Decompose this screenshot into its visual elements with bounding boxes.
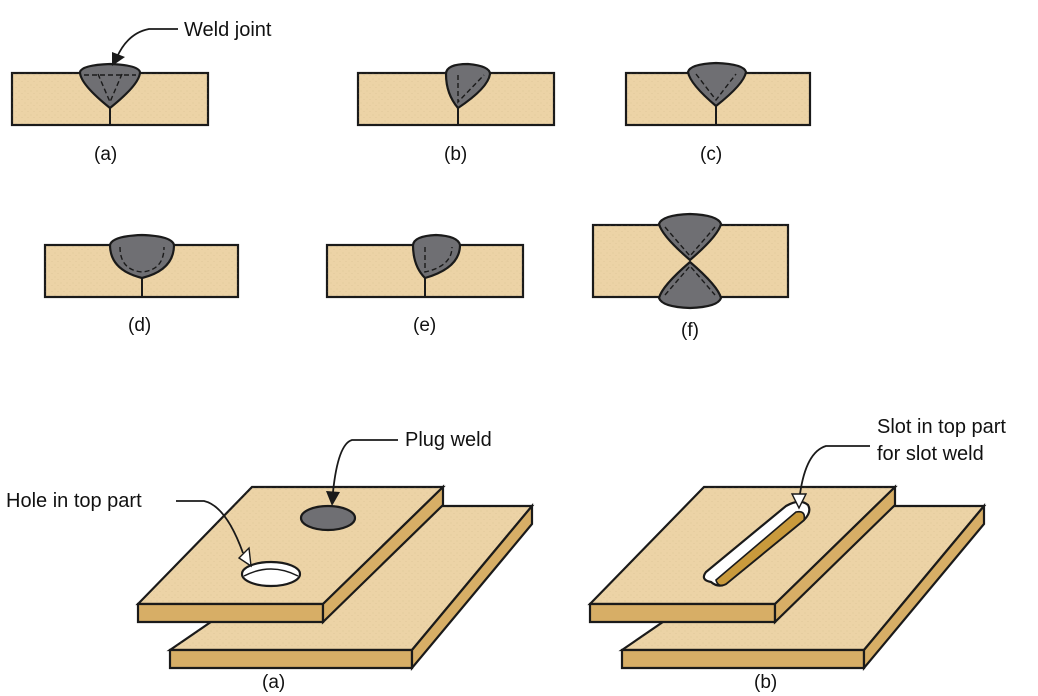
caption-bottom-b: (b) — [754, 672, 777, 693]
plug-weld-assembly — [135, 484, 535, 672]
arrowhead-icon — [237, 546, 252, 568]
slot-inner-wall — [715, 510, 806, 587]
arrowhead-icon — [326, 491, 340, 506]
callout-weld-joint: Weld joint — [184, 19, 272, 41]
callout-slot-line2: for slot weld — [877, 443, 984, 465]
bottom-plate-side — [410, 502, 534, 672]
callout-leader — [116, 28, 178, 58]
weld-bead — [108, 233, 176, 280]
weld-bead-bottom — [657, 260, 723, 310]
hole — [240, 560, 302, 588]
groove-weld-a — [10, 62, 210, 127]
groove-weld-e — [325, 233, 525, 299]
top-plate-side — [773, 484, 897, 625]
caption-c: (c) — [700, 144, 722, 165]
bottom-plate-side — [862, 502, 986, 672]
arrowhead-icon — [112, 52, 125, 66]
groove-weld-d — [43, 233, 240, 299]
callout-leader — [332, 439, 398, 493]
caption-f: (f) — [681, 320, 699, 341]
weld-prep-line — [695, 73, 737, 102]
weld-bead-top — [657, 212, 723, 262]
weld-prep-line — [424, 246, 453, 273]
top-plate-side — [321, 484, 445, 625]
callout-hole: Hole in top part — [6, 490, 142, 512]
plate-texture — [138, 487, 443, 604]
caption-d: (d) — [128, 315, 151, 336]
caption-e: (e) — [413, 315, 436, 336]
caption-b: (b) — [444, 144, 467, 165]
weld-joint-callout: Weld joint — [112, 19, 272, 66]
slot-callout: Slot in top part for slot weld — [790, 416, 1006, 510]
hole-inner-edge — [243, 568, 299, 577]
groove-weld-f — [591, 212, 790, 310]
top-plate-front — [136, 602, 325, 624]
top-plate-front — [588, 602, 777, 624]
caption-bottom-a: (a) — [262, 672, 285, 693]
groove-weld-c — [624, 61, 812, 127]
groove-weld-b — [356, 62, 556, 127]
weld-prep-line-top — [664, 226, 716, 258]
plug-weld — [299, 504, 357, 532]
callout-leader — [799, 445, 870, 495]
caption-a: (a) — [94, 144, 117, 165]
weld-prep-line-bottom — [664, 264, 716, 296]
weld-bead — [686, 61, 748, 108]
plug-weld-callout: Plug weld — [326, 429, 492, 506]
bottom-plate-front — [168, 648, 414, 670]
weld-prep-line — [84, 73, 136, 104]
weld-prep-line — [119, 246, 165, 273]
callout-plug-weld: Plug weld — [405, 429, 492, 451]
weld-prep-line — [457, 74, 485, 104]
slot-weld-assembly — [587, 484, 987, 672]
hole-callout: Hole in top part — [6, 490, 252, 568]
arrowhead-icon — [790, 493, 808, 510]
weld-bead — [444, 62, 492, 110]
callout-slot-line1: Slot in top part — [877, 416, 1006, 438]
callout-leader — [176, 500, 244, 554]
bottom-plate-front — [620, 648, 866, 670]
